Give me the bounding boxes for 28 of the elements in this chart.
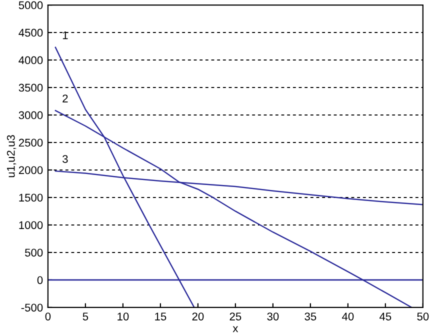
annotation: 2 [62,94,68,102]
x-tick-label: 20 [192,312,204,320]
y-tick-label: 1000 [19,221,43,230]
y-tick-label: 5000 [18,1,43,10]
x-tick-label: 35 [304,312,316,320]
y-tick-label: 2000 [18,166,43,174]
x-axis-title: x [232,326,238,332]
x-tick-label: 45 [380,312,392,320]
x-tick-label: 25 [230,312,242,320]
y-tick-label: 4500 [18,28,43,37]
y-tick-label: 1500 [19,194,43,202]
x-tick-label: 30 [267,312,279,320]
x-tick-label: 50 [417,312,429,320]
x-tick-label: 40 [342,312,354,320]
annotation: 1 [62,31,68,40]
y-tick-label: 3000 [18,111,43,120]
y-axis-title: u1,u2,u3 [6,135,16,178]
y-tick-label: -500 [21,304,43,312]
x-tick-label: 15 [155,312,166,320]
y-tick-label: 500 [25,248,43,257]
y-tick-label: 4000 [18,56,43,64]
x-tick-label: 5 [82,312,88,320]
y-tick-label: 3500 [18,84,43,92]
x-tick-label: 0 [45,312,51,320]
y-tick-label: 2500 [18,138,43,147]
x-tick-label: 10 [118,312,129,320]
annotation: 3 [62,155,68,163]
y-tick-label: 0 [37,276,43,284]
